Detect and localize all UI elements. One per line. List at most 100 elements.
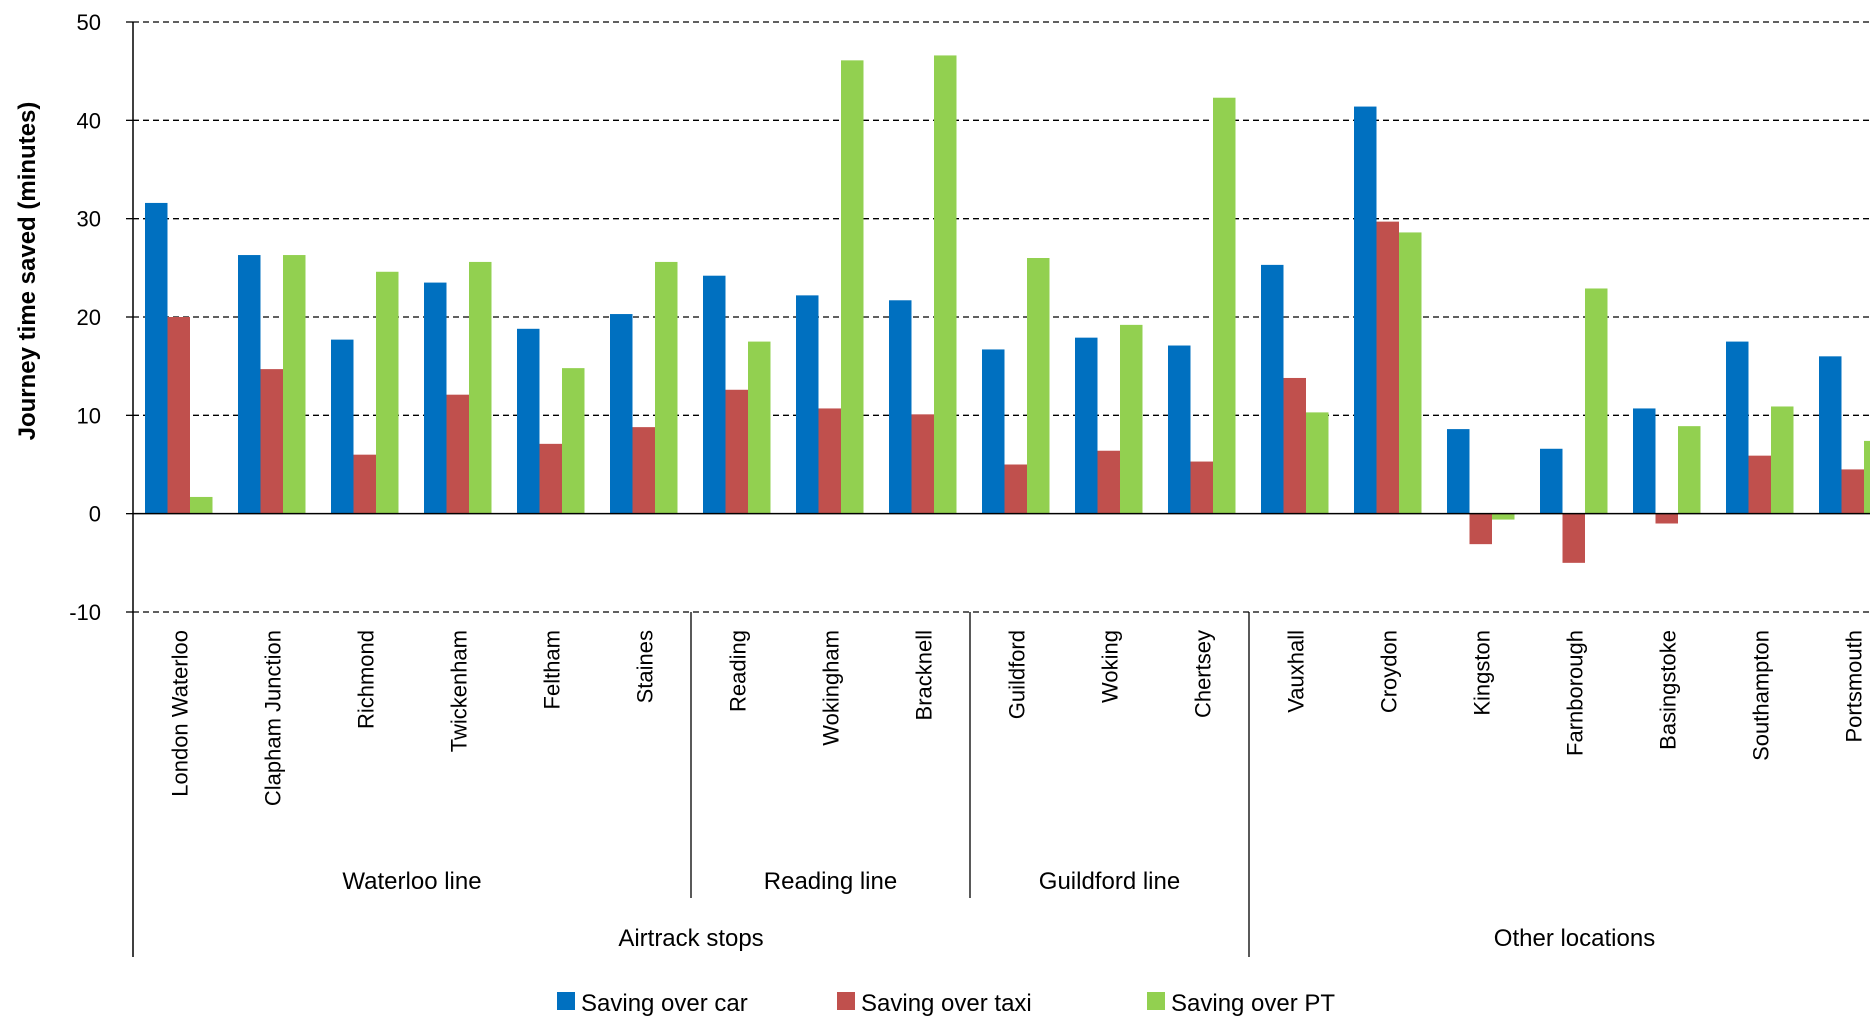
category-label: Guildford: [1005, 630, 1030, 719]
bar: [725, 389, 748, 514]
bar: [424, 282, 447, 514]
group-label-level2: Airtrack stops: [618, 925, 763, 952]
bar: [610, 314, 633, 514]
bar: [655, 261, 678, 514]
bar: [446, 394, 469, 514]
y-tick-label: 10: [77, 403, 101, 428]
category-label: Feltham: [540, 630, 565, 709]
category-label: Chertsey: [1191, 630, 1216, 718]
bar: [1655, 513, 1678, 524]
category-label: Farnborough: [1563, 630, 1588, 756]
bar: [1540, 448, 1563, 514]
legend-label: Saving over taxi: [861, 990, 1032, 1017]
bar: [748, 341, 771, 514]
bar: [841, 60, 864, 514]
legend: Saving over car Saving over taxi Saving ov…: [557, 990, 1335, 1017]
bar: [562, 368, 585, 514]
bar: [376, 271, 399, 514]
bar: [632, 427, 655, 514]
bar: [703, 275, 726, 514]
bar: [1771, 406, 1794, 514]
bar: [1633, 408, 1656, 514]
category-label: Reading: [726, 630, 751, 712]
legend-swatch: [557, 992, 575, 1010]
bar: [260, 369, 283, 514]
group-label-level2: Other locations: [1494, 925, 1655, 952]
category-label: Bracknell: [912, 630, 937, 720]
bar: [889, 300, 912, 514]
legend-swatch: [1147, 992, 1165, 1010]
bar: [1492, 513, 1515, 520]
category-label: London Waterloo: [168, 630, 193, 797]
bar: [1399, 232, 1422, 514]
legend-label: Saving over PT: [1171, 990, 1335, 1017]
y-axis-label: Journey time saved (minutes): [14, 102, 41, 441]
bar: [1841, 469, 1864, 514]
group-labels: Waterloo line Reading line Guildford line A…: [342, 612, 1655, 957]
bar: [1469, 513, 1492, 545]
category-label: Kingston: [1470, 630, 1495, 716]
legend-label: Saving over car: [581, 990, 748, 1017]
bar: [1004, 464, 1027, 514]
bar: [1306, 412, 1329, 514]
bar: [353, 454, 376, 514]
bar: [331, 339, 354, 514]
bar: [934, 55, 957, 514]
y-tick-label: 50: [77, 10, 101, 35]
y-tick-label: 20: [77, 305, 101, 330]
bar: [1562, 513, 1585, 563]
legend-swatch: [837, 992, 855, 1010]
bar: [1261, 264, 1284, 514]
bar: [238, 255, 261, 514]
y-tick-label: 30: [77, 207, 101, 232]
y-tick-labels: -10 0 10 20 30 40 50: [69, 10, 101, 625]
category-label: Woking: [1098, 630, 1123, 703]
y-tick-label: -10: [69, 600, 101, 625]
bar: [1190, 461, 1213, 514]
bar: [283, 255, 306, 514]
group-label-level1: Reading line: [764, 868, 897, 895]
bar: [469, 261, 492, 514]
bar: [1283, 377, 1306, 514]
bar: [517, 328, 540, 514]
category-label: Wokingham: [819, 630, 844, 746]
group-label-level1: Waterloo line: [342, 868, 481, 895]
bar: [1726, 341, 1749, 514]
category-label: Southampton: [1749, 630, 1774, 761]
bar: [190, 496, 213, 514]
category-label: Basingstoke: [1656, 630, 1681, 750]
category-label: Portsmouth: [1842, 630, 1867, 743]
category-label: Clapham Junction: [261, 630, 286, 806]
y-tick-label: 40: [77, 108, 101, 133]
bar: [796, 295, 819, 514]
bar: [1097, 450, 1120, 514]
bar: [1213, 97, 1236, 514]
category-label: Twickenham: [447, 630, 472, 752]
bar: [1819, 356, 1842, 514]
bar: [145, 202, 168, 514]
bar: [1075, 337, 1098, 514]
bar: [167, 317, 190, 514]
bar: [1585, 288, 1608, 514]
bar: [818, 408, 841, 514]
y-tick-label: 0: [89, 502, 101, 527]
bar: [1120, 324, 1143, 514]
bar: [1376, 221, 1399, 514]
bar: [982, 349, 1005, 514]
category-labels: London Waterloo Clapham Junction Richmond T…: [168, 630, 1867, 806]
axes: [126, 21, 1870, 957]
bar: [1447, 429, 1470, 514]
bar: [539, 443, 562, 514]
category-label: Vauxhall: [1284, 630, 1309, 713]
bar: [1354, 106, 1377, 514]
bar: [1168, 345, 1191, 514]
bar: [1748, 455, 1771, 514]
bar: [1678, 426, 1701, 514]
bar: [1864, 440, 1870, 514]
category-label: Croydon: [1377, 630, 1402, 713]
bar: [911, 414, 934, 514]
group-label-level1: Guildford line: [1039, 868, 1180, 895]
bars: [145, 55, 1870, 563]
bar: [1027, 258, 1050, 514]
